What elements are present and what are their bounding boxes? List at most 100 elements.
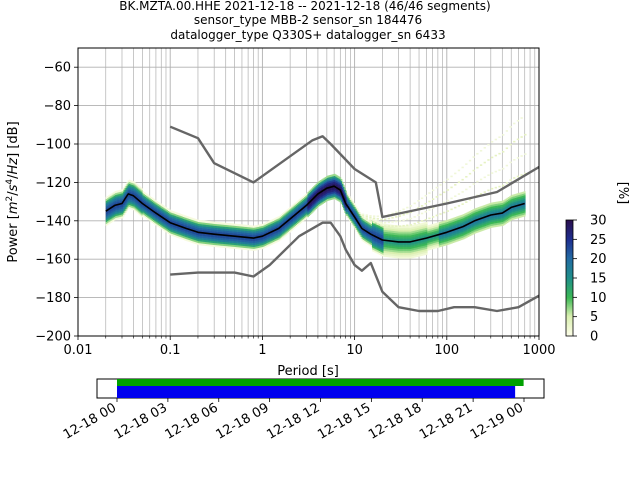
psd-cell (286, 222, 289, 225)
psd-cell (405, 237, 407, 240)
psd-cell (242, 241, 245, 245)
psd-cell (459, 222, 462, 226)
psd-cell (504, 216, 506, 219)
psd-cell (414, 237, 417, 241)
psd-cell (252, 233, 254, 236)
psd-cell (158, 221, 161, 224)
psd-cell (321, 196, 323, 199)
psd-cell (294, 212, 297, 215)
psd-cell (138, 200, 140, 203)
psd-cell (199, 235, 201, 238)
psd-cell (331, 180, 334, 183)
psd-cell (207, 242, 209, 245)
psd-cell (450, 239, 452, 242)
psd-cell (268, 226, 270, 229)
psd-cell (136, 211, 139, 214)
psd-cell (232, 231, 234, 234)
psd-cell (383, 237, 385, 240)
psd-cell (484, 214, 487, 217)
psd-cell (356, 215, 359, 219)
psd-cell (124, 201, 126, 204)
psd-cell (377, 250, 380, 253)
psd-cell (464, 232, 466, 235)
psd-cell (461, 224, 464, 227)
psd-cell (356, 214, 359, 217)
psd-cell (109, 211, 111, 215)
psd-cell (399, 237, 402, 240)
psd-cell (483, 220, 486, 223)
psd-cell (309, 193, 312, 196)
psd-cell (297, 223, 299, 226)
psd-cell (234, 242, 237, 246)
psd-cell (119, 207, 122, 210)
psd-cell (518, 213, 520, 217)
psd-cell (223, 226, 225, 229)
psd-cell (129, 205, 132, 208)
psd-cell (264, 241, 267, 244)
psd-cell (173, 230, 176, 233)
psd-cell (479, 229, 481, 232)
psd-cell (201, 237, 203, 240)
psd-cell (254, 248, 256, 251)
psd-cell (280, 231, 283, 234)
psd-cell (367, 238, 369, 241)
psd-cell (143, 209, 146, 212)
psd-cell (405, 246, 407, 249)
psd-cell (208, 244, 210, 247)
psd-cell (221, 222, 223, 225)
psd-cell (298, 203, 300, 206)
psd-cell (133, 202, 135, 205)
psd-cell (446, 239, 449, 242)
psd-cell (471, 217, 473, 220)
psd-cell (370, 225, 373, 228)
psd-cell (516, 193, 518, 196)
psd-cell (237, 229, 239, 232)
psd-cell (204, 226, 207, 229)
psd-cell (294, 204, 297, 207)
psd-cell (238, 239, 240, 242)
psd-cell (430, 232, 433, 235)
psd-cell (261, 246, 263, 250)
psd-cell (516, 208, 518, 212)
psd-cell (211, 236, 214, 240)
psd-cell (327, 183, 329, 186)
psd-cell (479, 212, 481, 215)
psd-cell (186, 217, 188, 221)
psd-cell (456, 237, 458, 240)
psd-cell (391, 253, 394, 256)
psd-cell (441, 244, 443, 247)
psd-cell (385, 245, 388, 248)
psd-cell (507, 214, 510, 217)
psd-cell (405, 229, 407, 232)
psd-cell (350, 214, 352, 218)
psd-cell (259, 230, 261, 233)
psd-cell (467, 213, 470, 216)
psd-cell (272, 236, 275, 239)
psd-cell (184, 232, 186, 235)
psd-cell (368, 220, 370, 223)
psd-cell (479, 216, 481, 219)
psd-cell (171, 218, 173, 221)
psd-cell (445, 233, 448, 236)
psd-cell (445, 237, 448, 240)
psd-cell (250, 238, 253, 242)
psd-cell (423, 230, 426, 233)
psd-cell (391, 234, 394, 237)
psd-cell (346, 194, 349, 197)
psd-cell (295, 222, 298, 225)
psd-cell (489, 218, 491, 221)
psd-cell (136, 205, 139, 208)
psd-cell (420, 225, 422, 228)
psd-cell (388, 226, 390, 229)
psd-cell (203, 243, 206, 246)
psd-cell (464, 223, 466, 226)
psd-cell (502, 223, 504, 226)
psd-cell (303, 210, 306, 213)
psd-cell (268, 234, 270, 237)
psd-cell (360, 215, 362, 218)
psd-cell (422, 251, 425, 254)
psd-cell (370, 221, 373, 224)
psd-cell (374, 248, 376, 251)
psd-cell (233, 227, 236, 230)
psd-cell (459, 221, 462, 224)
